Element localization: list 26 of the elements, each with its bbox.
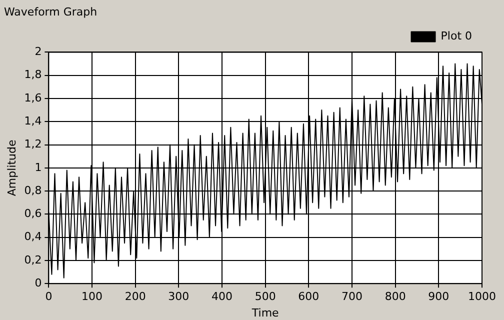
x-tick-label: 200 (124, 290, 146, 304)
y-tick-label: 0 (34, 276, 42, 290)
y-tick-label: 0,8 (24, 184, 42, 197)
x-tick-label: 300 (168, 290, 190, 304)
legend-label: Plot 0 (440, 30, 472, 43)
x-tick-label: 100 (82, 290, 103, 304)
x-tick-label: 400 (212, 290, 233, 304)
x-tick-label: 700 (342, 290, 363, 304)
y-axis-title: Amplitude (5, 139, 18, 196)
y-tick-label: 1,4 (24, 114, 42, 128)
y-tick-label: 0,2 (24, 253, 42, 266)
y-tick-label: 0,4 (24, 230, 42, 244)
x-tick-label: 900 (428, 290, 450, 304)
x-tick-label: 500 (254, 290, 276, 304)
y-tick-label: 1,6 (24, 91, 42, 104)
y-tick-label: 2 (34, 45, 42, 58)
x-axis-title: Time (250, 306, 280, 320)
x-tick-label: 600 (298, 290, 320, 304)
y-tick-label: 0,6 (24, 207, 42, 220)
y-tick-label: 1 (34, 160, 42, 174)
x-tick-label: 1000 (468, 290, 496, 304)
x-tick-label: 0 (45, 290, 52, 304)
chart-title: Waveform Graph (4, 5, 98, 18)
x-tick-label: 800 (384, 290, 406, 304)
y-tick-label: 1,2 (24, 138, 42, 151)
y-tick-label: 1,8 (24, 68, 42, 82)
